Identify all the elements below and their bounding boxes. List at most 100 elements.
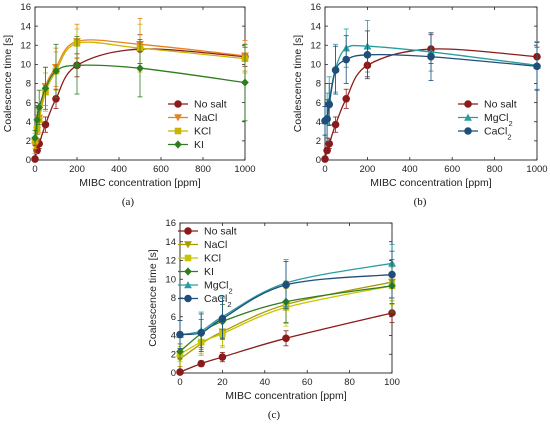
- y-tick-label: 10: [310, 60, 321, 71]
- data-point: [321, 155, 329, 163]
- data-point: [52, 66, 60, 76]
- data-point: [176, 330, 184, 339]
- x-tick-label: 60: [302, 377, 313, 388]
- y-tick-label: 12: [20, 40, 31, 51]
- x-tick-label: 600: [444, 164, 460, 175]
- data-point: [35, 103, 43, 112]
- legend-label: No salt: [194, 99, 227, 111]
- legend-label: KCl: [204, 253, 221, 265]
- x-tick-label: 200: [69, 164, 85, 175]
- data-point: [342, 55, 351, 64]
- legend-label: CaCl2: [484, 126, 512, 142]
- x-tick-label: 400: [402, 164, 418, 175]
- y-tick-label: 14: [165, 237, 176, 248]
- legend-marker: [464, 100, 472, 108]
- legend-marker: [174, 100, 182, 108]
- legend-marker: [184, 294, 192, 303]
- y-tick-label: 8: [171, 293, 176, 304]
- legend-marker: [174, 140, 182, 149]
- x-axis-label: MIBC concentration [ppm]: [79, 177, 200, 189]
- data-point: [197, 328, 205, 337]
- data-point: [533, 62, 541, 71]
- chart-panel-b: 0 2 4 6 8 10 12 14 16 0 200 400 600 800 1000 MIBC conce…: [292, 2, 548, 208]
- x-tick-label: 0: [322, 164, 327, 175]
- data-point: [197, 359, 205, 368]
- x-tick-label: 0: [32, 164, 37, 175]
- series-line: [179, 312, 393, 373]
- data-point: [388, 270, 396, 279]
- data-point: [41, 120, 50, 129]
- y-tick-label: 4: [316, 117, 321, 128]
- series-cacl2: [321, 30, 541, 139]
- chart-panel-c: 0 2 4 6 8 10 12 14 16 0 20 40 60 80 100 MIBC concentrat…: [147, 218, 400, 421]
- y-axis-label: Coalescence time [s]: [292, 35, 304, 133]
- y-tick-label: 14: [20, 21, 31, 32]
- legend-marker: [174, 114, 182, 122]
- y-axis-label: Coalescence time [s]: [147, 249, 159, 347]
- x-tick-label: 80: [344, 377, 355, 388]
- legend-label-subscript: 2: [229, 286, 233, 295]
- legend-marker: [184, 281, 192, 289]
- legend-label-subscript: 2: [227, 300, 231, 309]
- x-tick-label: 100: [384, 377, 400, 388]
- data-point: [282, 334, 290, 343]
- legend-label: No salt: [204, 226, 237, 238]
- x-tick-label: 400: [111, 164, 127, 175]
- y-tick-label: 6: [26, 98, 31, 109]
- x-tick-label: 1000: [234, 164, 255, 175]
- series-line: [179, 262, 393, 336]
- data-point: [427, 52, 435, 61]
- legend-marker: [184, 254, 192, 262]
- y-tick-label: 14: [310, 21, 321, 32]
- panel-caption: (a): [122, 196, 135, 208]
- legend-label: CaCl2: [204, 293, 232, 309]
- legend-marker: [174, 127, 182, 135]
- y-tick-label: 6: [316, 98, 321, 109]
- y-tick-label: 4: [26, 117, 31, 128]
- y-tick-label: 0: [171, 368, 176, 379]
- data-point: [342, 95, 351, 103]
- y-tick-label: 8: [26, 79, 31, 90]
- data-point: [325, 100, 334, 109]
- data-point: [282, 281, 290, 289]
- data-point: [31, 155, 39, 163]
- data-point: [363, 51, 372, 59]
- y-tick-label: 0: [26, 155, 31, 166]
- x-tick-label: 800: [487, 164, 503, 175]
- y-tick-label: 2: [171, 349, 176, 360]
- y-tick-label: 6: [171, 312, 176, 323]
- data-point: [218, 314, 227, 323]
- x-tick-label: 40: [260, 377, 271, 388]
- data-point: [331, 120, 340, 129]
- legend-marker: [184, 227, 192, 235]
- x-axis-label: MIBC concentration [ppm]: [370, 177, 491, 189]
- y-tick-label: 10: [165, 274, 176, 285]
- legend-marker: [464, 113, 472, 121]
- data-point: [73, 61, 81, 70]
- y-tick-label: 16: [310, 2, 321, 13]
- data-point: [136, 64, 144, 73]
- x-tick-label: 20: [217, 377, 228, 388]
- panel-caption: (b): [414, 196, 427, 208]
- legend-label: MgCl2: [484, 112, 513, 128]
- x-tick-label: 600: [153, 164, 169, 175]
- data-point: [323, 115, 331, 123]
- y-tick-label: 2: [316, 136, 321, 147]
- legend-marker: [184, 241, 192, 249]
- y-tick-label: 10: [20, 60, 31, 71]
- data-point: [41, 84, 50, 93]
- series-ki: [31, 36, 249, 147]
- x-tick-label: 200: [359, 164, 375, 175]
- legend-marker: [184, 267, 192, 276]
- series-cacl2: [176, 250, 396, 352]
- data-point: [176, 347, 184, 356]
- y-axis-label: Coalescence time [s]: [2, 35, 14, 133]
- legend-marker: [464, 127, 472, 135]
- x-axis-label: MIBC concentration [ppm]: [225, 390, 346, 402]
- y-tick-label: 4: [171, 331, 176, 342]
- legend-label-subscript: 2: [509, 119, 513, 128]
- series-line: [179, 273, 393, 336]
